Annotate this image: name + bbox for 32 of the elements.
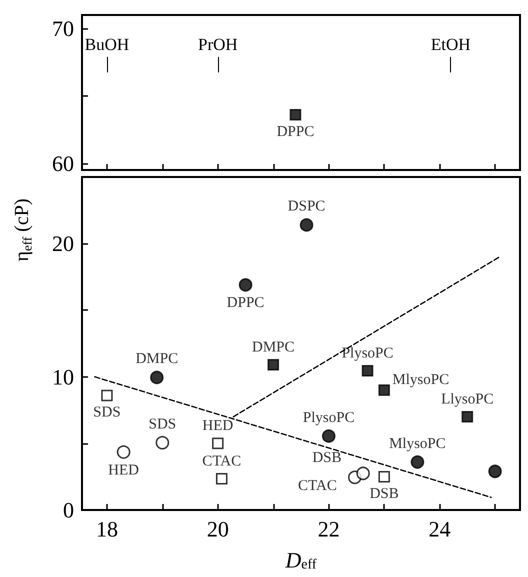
data-label: DPPC — [276, 124, 314, 140]
data-label: LlysoPC — [441, 392, 494, 408]
data-label: HED — [202, 418, 234, 434]
x-tick-label: 24 — [428, 516, 451, 542]
data-label: PlysoPC — [342, 346, 394, 362]
data-label: MlysoPC — [389, 436, 446, 452]
x-tick-label: 22 — [318, 516, 340, 542]
x-tick-label: 20 — [206, 516, 229, 542]
ref-line-label: PrOH — [198, 34, 238, 54]
data-label: DSPC — [288, 198, 326, 215]
y-tick-label: 20 — [52, 231, 74, 256]
ref-line-label: EtOH — [430, 34, 471, 54]
data-label: SDS — [93, 404, 121, 421]
ref-line-label: BuOH — [84, 34, 130, 54]
data-label: DPPC — [226, 295, 264, 312]
y-tick-label: 0 — [63, 498, 74, 522]
data-label: SDS — [148, 416, 176, 432]
data-label: PlysoPC — [302, 410, 355, 426]
data-label: CTAC — [202, 453, 242, 470]
x-axis-title: Deff — [284, 548, 317, 572]
data-label: MlysoPC — [392, 372, 450, 388]
y-tick-label: 60 — [52, 150, 74, 176]
data-label: HED — [108, 462, 140, 478]
data-label: DMPC — [136, 351, 178, 368]
y-tick-label: 10 — [52, 364, 74, 390]
y-tick-label: 70 — [52, 16, 74, 41]
data-label: CTAC — [298, 478, 337, 494]
data-label: DSB — [312, 450, 342, 466]
y-axis-title: ηeff (cP) — [11, 198, 34, 262]
x-tick-label: 18 — [96, 516, 118, 542]
data-label: DSB — [370, 486, 399, 502]
data-label: DMPC — [252, 340, 295, 356]
